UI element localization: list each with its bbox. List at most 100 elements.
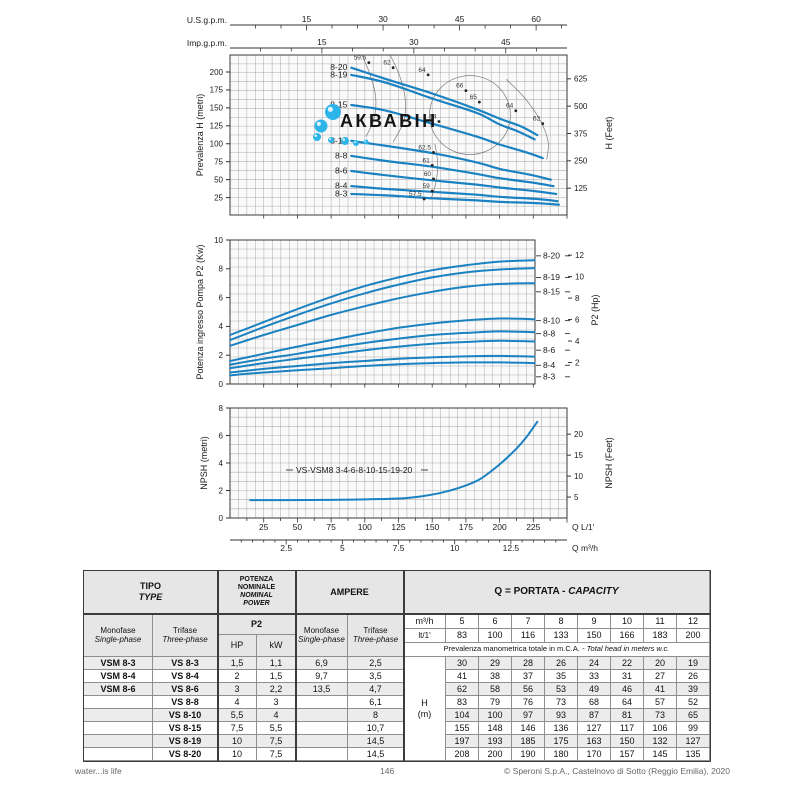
row-hp: 7,5 xyxy=(218,722,257,735)
hp-tick: 2 xyxy=(575,358,580,367)
row-mono-type xyxy=(84,735,153,748)
curve-label-8-19: 8-19 xyxy=(330,69,347,79)
npsh-ft-tick: 20 xyxy=(574,430,583,439)
q-m3h-tick: 7.5 xyxy=(393,543,405,553)
npsh-annotation: VS-VSM8 3-4-6-8-10-15-19-20 xyxy=(296,465,412,475)
h-ft-tick: 125 xyxy=(574,184,588,193)
q-m3h-axis-label: Q m³/h xyxy=(572,543,598,553)
curve-label-8-6: 8-6 xyxy=(335,166,348,176)
row-head-value: 145 xyxy=(644,748,677,761)
q-lmin-tick: 75 xyxy=(326,522,336,532)
npsh-m-tick: 2 xyxy=(219,486,224,495)
footer-slogan: water...is life xyxy=(75,766,122,776)
efficiency-dot xyxy=(464,89,468,93)
efficiency-label: 66 xyxy=(456,83,464,90)
row-hp: 1,5 xyxy=(218,657,257,670)
efficiency-dot xyxy=(432,150,435,154)
efficiency-label: 64 xyxy=(429,114,437,121)
row-head-value: 65 xyxy=(677,709,710,722)
hp-tick: 8 xyxy=(575,294,580,303)
kw-tick: 10 xyxy=(214,236,223,245)
head-curve-8-19 xyxy=(350,73,536,141)
power-y-axis-label-right: P2 (Hp) xyxy=(590,294,600,325)
pump-performance-charts: 15 30 45 60U.S.g.p.m.15 30 45Imp.g.p.m.255075… xyxy=(187,14,614,553)
npsh-y-axis-label-right: NPSH (Feet) xyxy=(604,437,614,489)
power-curve-8-15 xyxy=(229,282,536,347)
row-head-value: 136 xyxy=(545,722,578,735)
row-head-value: 29 xyxy=(479,657,512,670)
head-chart: 15 30 45 60 U.S.g.p.m. 15 30 45 Imp.g.p.m. 25 50 75… xyxy=(187,14,614,219)
table-header-ampere: AMPERE xyxy=(296,571,404,614)
table-header-tipo: TIPO TYPE xyxy=(84,571,218,614)
row-tri-type: VS 8-3 xyxy=(153,657,218,670)
m3h-value: 6 xyxy=(479,614,512,629)
curve-label-8-4: 8-4 xyxy=(335,181,348,191)
row-head-value: 79 xyxy=(479,696,512,709)
power-curve-8-4 xyxy=(229,354,536,374)
bubble-highlight xyxy=(329,138,331,140)
npsh-m-tick: 6 xyxy=(219,431,224,440)
curve-label-8-15: 8-15 xyxy=(330,100,347,110)
kw-tick: 2 xyxy=(219,351,224,360)
bubble-highlight xyxy=(342,138,345,141)
row-head-value: 185 xyxy=(512,735,545,748)
head-curve-8-8 xyxy=(350,154,555,188)
row-head-value: 132 xyxy=(644,735,677,748)
imp-gpm-axis-label: Imp.g.p.m. xyxy=(187,38,227,48)
row-head-value: 39 xyxy=(677,683,710,696)
table-header-trifase: Trifase Three-phase xyxy=(153,614,218,657)
q-m3h-tick: 2.5 xyxy=(280,543,292,553)
row-amp-mono: 9,7 xyxy=(296,670,348,683)
efficiency-label: 64 xyxy=(418,67,426,74)
row-amp-mono xyxy=(296,735,348,748)
row-kw: 7,5 xyxy=(257,735,296,748)
power-y-axis-label: Potenza ingresso Pompa P2 (Kw) xyxy=(195,244,205,379)
table-header-h-m: H (m) xyxy=(404,657,446,761)
row-head-value: 30 xyxy=(446,657,479,670)
efficiency-contour xyxy=(390,55,406,143)
row-head-value: 150 xyxy=(611,735,644,748)
efficiency-label: 64 xyxy=(506,103,514,110)
efficiency-dot xyxy=(426,73,430,77)
table-header-monofase: Monofase Single-phase xyxy=(84,614,153,657)
row-head-value: 31 xyxy=(611,670,644,683)
page-footer: water...is life 146 © Speroni S.p.A., Ca… xyxy=(0,764,800,780)
efficiency-dot xyxy=(367,61,371,65)
row-head-value: 41 xyxy=(446,670,479,683)
npsh-m-tick: 8 xyxy=(219,404,224,413)
table-header-p2: P2 xyxy=(218,614,296,635)
efficiency-label: 61 xyxy=(422,157,430,164)
npsh-y-axis-label: NPSH (metri) xyxy=(199,436,209,490)
efficiency-label: 65 xyxy=(470,94,478,101)
row-head-value: 35 xyxy=(545,670,578,683)
row-amp-tri: 6,1 xyxy=(348,696,404,709)
row-head-value: 24 xyxy=(578,657,611,670)
row-head-value: 49 xyxy=(578,683,611,696)
row-head-value: 155 xyxy=(446,722,479,735)
row-head-value: 27 xyxy=(644,670,677,683)
row-head-value: 53 xyxy=(545,683,578,696)
row-head-value: 197 xyxy=(446,735,479,748)
q-m3h-tick: 10 xyxy=(450,543,460,553)
row-amp-mono xyxy=(296,709,348,722)
table-header-hp: HP xyxy=(218,635,257,657)
row-amp-mono xyxy=(296,696,348,709)
row-head-value: 62 xyxy=(446,683,479,696)
efficiency-contour xyxy=(361,55,377,137)
row-head-value: 73 xyxy=(545,696,578,709)
row-hp: 10 xyxy=(218,735,257,748)
h-ft-tick: 375 xyxy=(574,129,588,138)
gpm-tick-label: 45 xyxy=(501,37,511,47)
kw-tick: 4 xyxy=(219,322,224,331)
row-head-value: 38 xyxy=(479,670,512,683)
row-head-value: 106 xyxy=(644,722,677,735)
row-amp-mono: 13,5 xyxy=(296,683,348,696)
power-curve-8-6 xyxy=(229,339,536,370)
row-hp: 10 xyxy=(218,748,257,761)
row-head-value: 26 xyxy=(677,670,710,683)
efficiency-dot xyxy=(437,120,441,123)
row-head-value: 175 xyxy=(545,735,578,748)
row-head-value: 81 xyxy=(611,709,644,722)
npsh-ft-tick: 10 xyxy=(574,472,583,481)
row-amp-mono xyxy=(296,748,348,761)
